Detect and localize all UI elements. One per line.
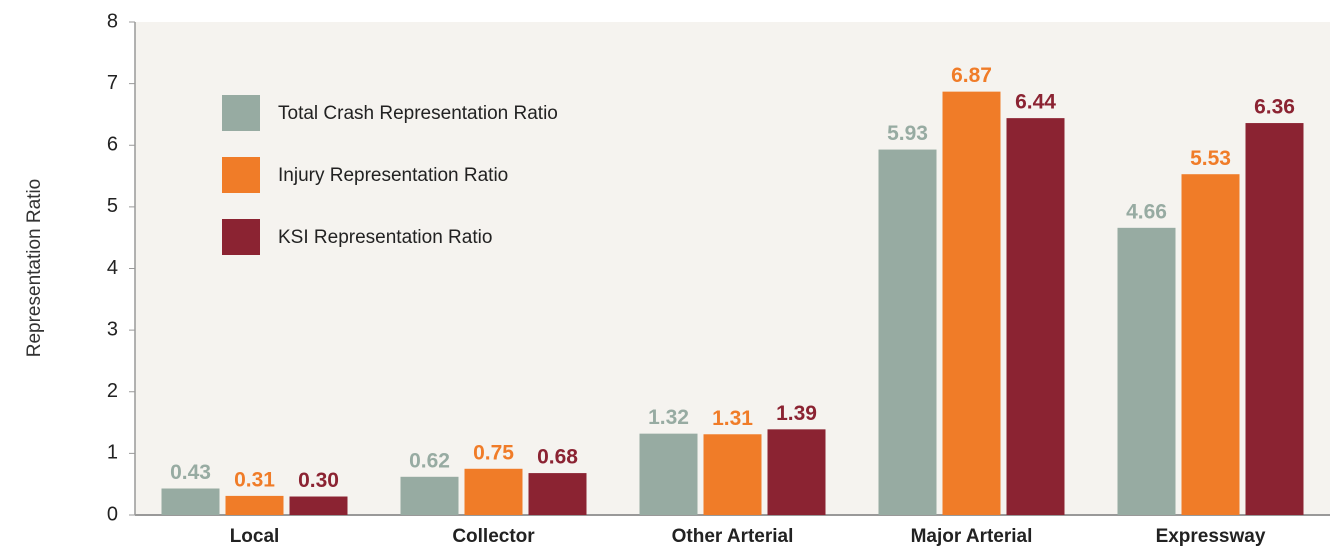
y-tick-label: 4	[107, 257, 118, 279]
legend-label: Total Crash Representation Ratio	[278, 103, 558, 124]
legend-label: KSI Representation Ratio	[278, 227, 492, 248]
bar	[289, 496, 348, 515]
x-tick-label: Other Arterial	[672, 526, 794, 547]
data-label: 1.31	[712, 407, 753, 430]
bar	[1117, 227, 1176, 515]
data-label: 5.93	[887, 122, 928, 145]
bar	[942, 91, 1001, 515]
bar	[878, 149, 937, 515]
legend-label: Injury Representation Ratio	[278, 165, 508, 186]
bar	[1006, 118, 1065, 515]
data-label: 0.31	[234, 468, 275, 491]
y-tick-label: 3	[107, 318, 118, 340]
data-label: 1.32	[648, 406, 689, 429]
data-label: 5.53	[1190, 147, 1231, 170]
bar	[767, 429, 826, 515]
legend-swatch	[222, 157, 260, 193]
x-tick-label: Expressway	[1156, 526, 1266, 547]
data-label: 0.62	[409, 449, 450, 472]
data-label: 0.30	[298, 469, 339, 492]
bar	[639, 433, 698, 515]
y-tick-label: 7	[107, 72, 118, 94]
bar	[400, 476, 459, 515]
bar	[528, 473, 587, 515]
data-label: 6.36	[1254, 96, 1295, 119]
data-label: 0.43	[170, 461, 211, 484]
bar	[1245, 123, 1304, 515]
bar	[161, 488, 220, 515]
data-label: 0.75	[473, 441, 514, 464]
x-tick-label: Local	[230, 526, 280, 547]
bar	[703, 434, 762, 515]
data-label: 1.39	[776, 402, 817, 425]
legend-swatch	[222, 219, 260, 255]
y-axis-label: Representation Ratio	[24, 179, 45, 358]
y-tick-label: 8	[107, 10, 118, 32]
data-label: 4.66	[1126, 200, 1167, 223]
x-tick-label: Collector	[452, 526, 535, 547]
bar	[464, 468, 523, 515]
legend-swatch	[222, 95, 260, 131]
y-tick-label: 2	[107, 380, 118, 402]
data-label: 0.68	[537, 446, 578, 469]
x-tick-label: Major Arterial	[911, 526, 1033, 547]
data-label: 6.87	[951, 64, 992, 87]
y-tick-label: 6	[107, 134, 118, 156]
y-tick-label: 1	[107, 442, 118, 464]
bar	[225, 495, 284, 515]
y-tick-label: 0	[107, 503, 118, 525]
bar	[1181, 174, 1240, 515]
y-tick-label: 5	[107, 195, 118, 217]
data-label: 6.44	[1015, 91, 1056, 114]
